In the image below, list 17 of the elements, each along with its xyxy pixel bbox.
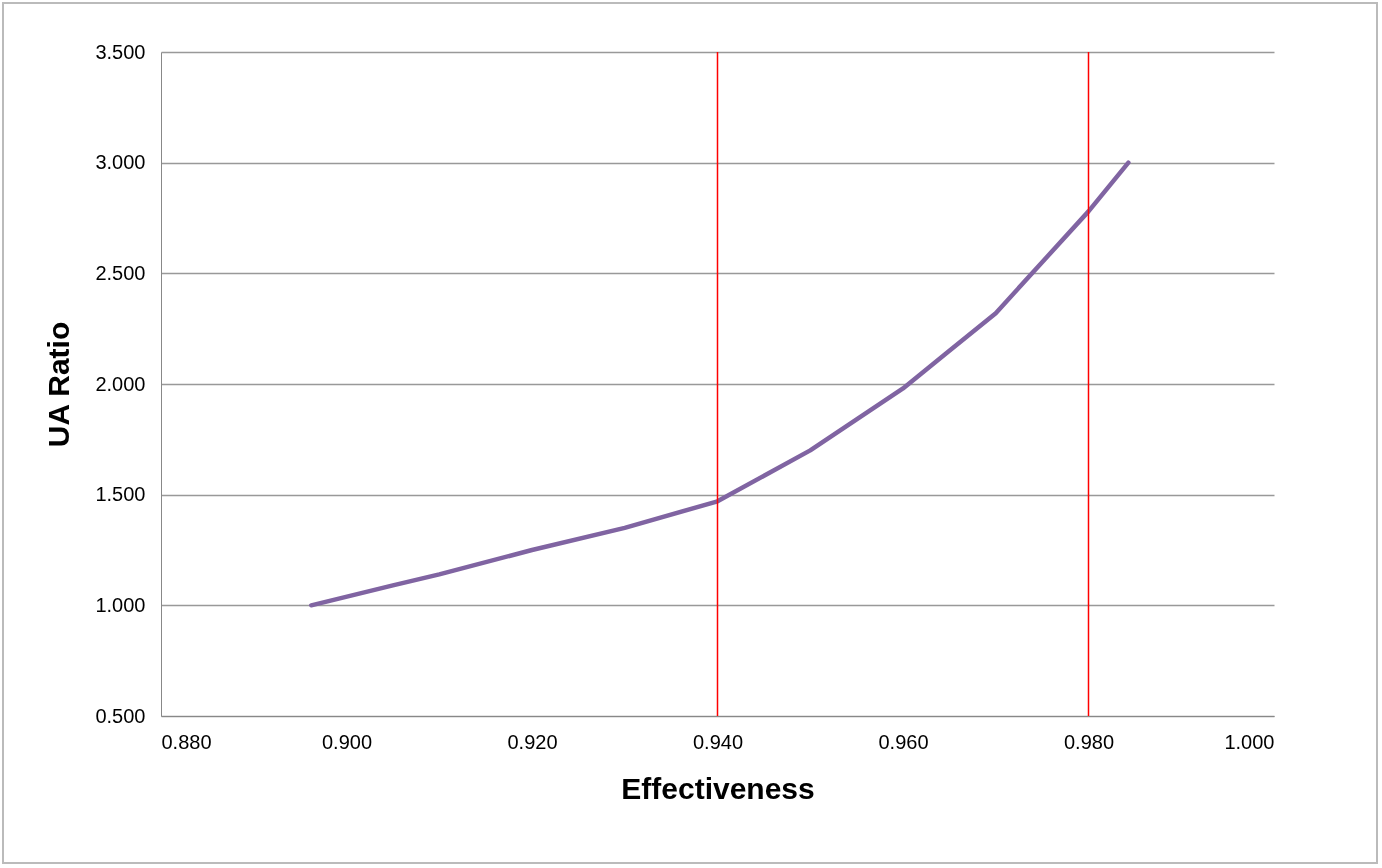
x-tick-label: 0.920 [507,730,558,753]
y-tick-label: 0.500 [95,704,146,727]
x-tick-label: 0.960 [878,730,929,753]
line-series [309,160,1131,608]
y-tick-label: 1.500 [95,483,146,506]
x-tick-label: 0.980 [1063,730,1115,753]
x-tick-label: 1.000 [1224,730,1275,753]
y-tick-label: 1.000 [95,593,146,616]
x-tick-label: 0.900 [321,730,373,753]
y-tick-label: 3.000 [95,151,146,174]
x-axis-title: Effectiveness [621,771,815,805]
y-tick-label: 2.000 [95,372,146,395]
x-tick-label: 0.880 [161,730,212,753]
x-tick-label: 0.940 [692,730,744,753]
y-tick-label: 3.500 [95,40,146,63]
y-axis-title: UA Ratio [42,321,76,448]
y-tick-label: 2.500 [95,261,146,284]
